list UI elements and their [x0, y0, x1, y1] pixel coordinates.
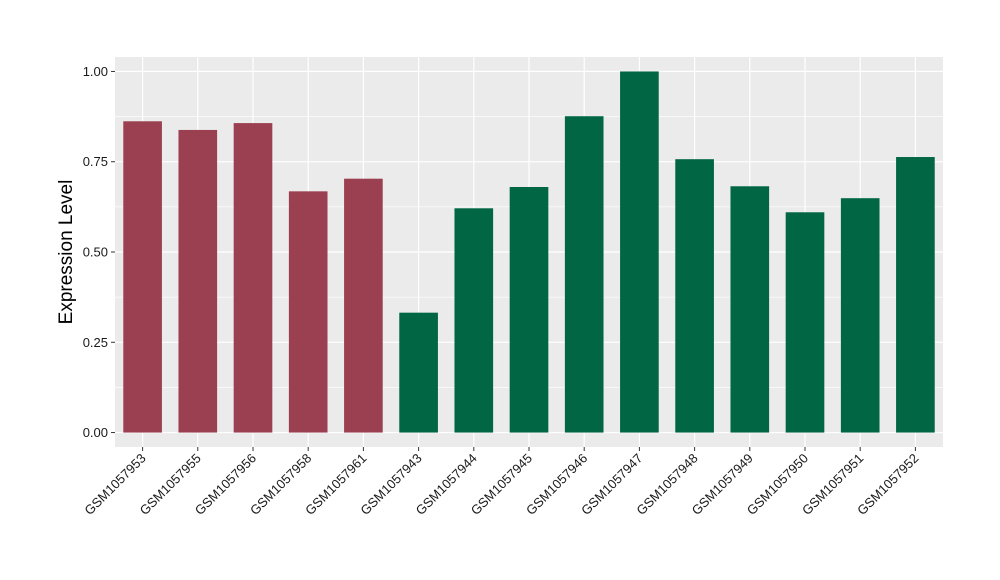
bar-GSM1057956	[233, 123, 273, 433]
y-tick-label: 0.25	[83, 335, 108, 350]
bar-GSM1057961	[344, 178, 383, 433]
y-tick-label: 0.50	[83, 245, 108, 260]
bar-GSM1057955	[178, 129, 218, 433]
bar-GSM1057948	[675, 159, 714, 433]
bar-GSM1057951	[840, 198, 880, 433]
x-axis: GSM1057953GSM1057955GSM1057956GSM1057958…	[81, 447, 922, 518]
bar-GSM1057944	[454, 208, 494, 433]
bar-GSM1057945	[509, 187, 549, 433]
y-tick-label: 1.00	[83, 64, 108, 79]
bar-GSM1057943	[399, 312, 438, 433]
bar-GSM1057950	[785, 212, 825, 433]
bar-GSM1057949	[730, 186, 770, 433]
bar-GSM1057958	[288, 191, 328, 433]
bar-GSM1057953	[123, 121, 162, 433]
y-tick-label: 0.00	[83, 425, 108, 440]
y-axis: 0.00 0.25 0.50 0.75 1.00	[83, 64, 115, 440]
y-tick-label: 0.75	[83, 154, 108, 169]
y-axis-title: Expression Level	[56, 180, 77, 325]
bar-GSM1057946	[564, 116, 604, 433]
bar-GSM1057952	[896, 157, 935, 433]
bar-GSM1057947	[620, 71, 659, 433]
bars	[123, 71, 935, 433]
